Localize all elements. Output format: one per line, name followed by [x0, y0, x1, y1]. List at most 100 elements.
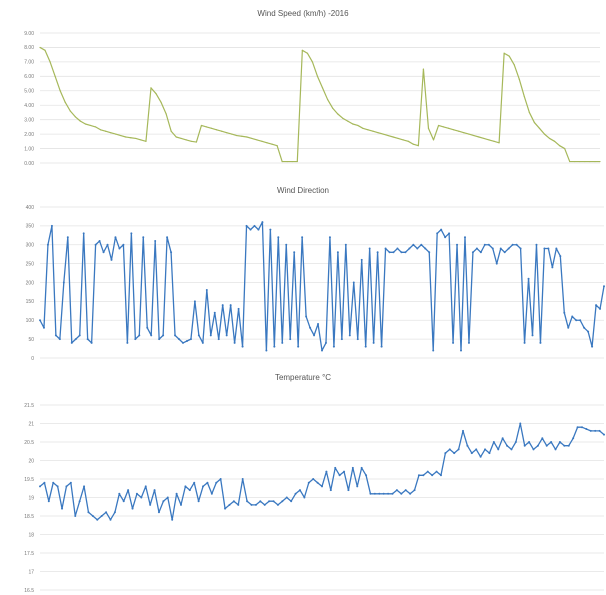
wind-direction-data-point	[94, 243, 97, 246]
wind-speed-data-point	[387, 134, 389, 137]
wind-direction-y-tick-label: 350	[26, 224, 35, 230]
wind-direction-data-point	[527, 277, 530, 280]
temperature-data-point	[224, 507, 227, 510]
temperature-data-point	[395, 489, 398, 492]
wind-direction-data-point	[432, 349, 435, 352]
wind-speed-y-tick-label: 1.00	[24, 146, 34, 152]
wind-direction-y-tick-label: 200	[26, 280, 35, 286]
wind-direction-data-point	[54, 334, 57, 337]
temperature-data-point	[52, 481, 55, 484]
wind-direction-data-point	[221, 304, 224, 307]
wind-direction-data-point	[50, 224, 53, 227]
temperature-data-point	[162, 500, 165, 503]
temperature-data-point	[457, 448, 460, 451]
temperature-chart-svg: Temperature °C 21.5 21 20.5 20 19.5 19 18.5 18 17…	[24, 373, 605, 594]
wind-direction-data-point	[603, 285, 605, 288]
temperature-y-tick-label: 19	[28, 495, 34, 501]
wind-speed-data-point	[538, 127, 541, 129]
wind-speed-data-point	[120, 134, 122, 137]
wind-direction-data-point	[360, 258, 363, 261]
wind-direction-data-point	[567, 326, 570, 329]
wind-speed-data-point	[594, 160, 596, 163]
temperature-data-point	[603, 433, 605, 436]
wind-speed-data-point	[584, 160, 586, 163]
temperature-data-point	[298, 489, 301, 492]
temperature-data-point	[329, 489, 332, 492]
wind-direction-data-point	[404, 251, 407, 254]
wind-direction-data-point	[317, 323, 320, 326]
wind-speed-data-point	[145, 140, 147, 142]
temperature-data-point	[197, 500, 200, 503]
wind-speed-data-point	[215, 129, 218, 131]
temperature-data-point	[290, 500, 293, 503]
wind-direction-data-point	[392, 251, 395, 254]
wind-direction-data-point	[507, 247, 510, 250]
wind-speed-chart: Wind Speed (km/h) -2016 9.00 8.00 7.00 6.00 5…	[0, 0, 606, 176]
wind-speed-data-point	[579, 160, 581, 163]
wind-direction-data-point	[424, 247, 427, 250]
wind-speed-data-point	[125, 136, 127, 138]
temperature-data-point	[598, 429, 601, 432]
temperature-data-point	[506, 444, 509, 447]
temperature-data-point	[135, 492, 138, 495]
wind-direction-data-point	[261, 221, 264, 224]
temperature-data-point	[188, 489, 191, 492]
temperature-data-point	[550, 441, 553, 443]
wind-direction-y-tick-label: 100	[26, 318, 35, 324]
wind-direction-data-point	[213, 311, 216, 314]
wind-direction-data-point	[118, 247, 121, 250]
wind-direction-data-point	[110, 258, 113, 261]
wind-speed-data-point	[49, 61, 51, 63]
wind-speed-data-point	[180, 137, 182, 140]
wind-speed-y-tick-label: 8.00	[24, 45, 34, 51]
temperature-data-point	[580, 426, 583, 429]
wind-direction-data-point	[70, 341, 73, 344]
temperature-data-point	[180, 503, 182, 506]
wind-speed-data-point	[523, 95, 525, 98]
wind-direction-y-tick-label: 400	[26, 205, 35, 211]
wind-speed-data-point	[397, 137, 399, 140]
wind-speed-data-point	[281, 160, 283, 163]
wind-speed-data-point	[448, 127, 450, 129]
wind-direction-data-point	[166, 236, 169, 239]
temperature-data-point	[343, 470, 346, 473]
wind-speed-data-point	[352, 123, 354, 125]
wind-direction-data-point	[66, 236, 69, 239]
temperature-data-point	[193, 481, 196, 484]
wind-speed-data-point	[432, 139, 435, 141]
temperature-y-tick-label: 18.5	[24, 514, 34, 520]
wind-direction-data-point	[368, 247, 371, 250]
wind-speed-data-point	[316, 75, 319, 77]
temperature-data-point	[572, 437, 575, 440]
wind-direction-data-point	[42, 326, 45, 329]
wind-direction-data-point	[301, 236, 304, 239]
wind-speed-data-point	[543, 133, 546, 135]
wind-direction-chart-svg: Wind Direction 400 350 300 250 200 150 100 50 0	[26, 186, 605, 362]
wind-direction-data-point	[217, 338, 220, 341]
wind-direction-data-point	[78, 334, 81, 337]
wind-direction-data-point	[209, 334, 212, 337]
wind-direction-data-point	[321, 349, 323, 352]
temperature-data-point	[83, 485, 86, 488]
temperature-data-point	[448, 448, 451, 451]
wind-direction-data-point	[185, 340, 188, 343]
wind-direction-data-point	[491, 247, 494, 250]
wind-direction-data-point	[233, 341, 236, 344]
wind-direction-data-point	[547, 247, 550, 250]
wind-speed-y-tick-label: 3.00	[24, 117, 34, 123]
temperature-data-point	[536, 444, 539, 447]
wind-speed-data-point	[503, 52, 505, 54]
temperature-data-point	[360, 466, 363, 469]
wind-direction-data-point	[587, 330, 590, 333]
wind-direction-data-point	[591, 345, 594, 348]
wind-direction-data-point	[456, 243, 459, 246]
wind-speed-data-point	[195, 141, 197, 143]
wind-speed-data-point	[483, 137, 485, 140]
wind-speed-data-point	[478, 136, 480, 138]
temperature-y-tick-label: 21	[28, 421, 34, 427]
wind-direction-data-point	[551, 266, 554, 269]
wind-direction-data-point	[463, 236, 466, 239]
wind-speed-data-point	[296, 160, 298, 163]
temperature-title: Temperature °C	[275, 373, 331, 382]
wind-speed-data-point	[276, 145, 278, 147]
